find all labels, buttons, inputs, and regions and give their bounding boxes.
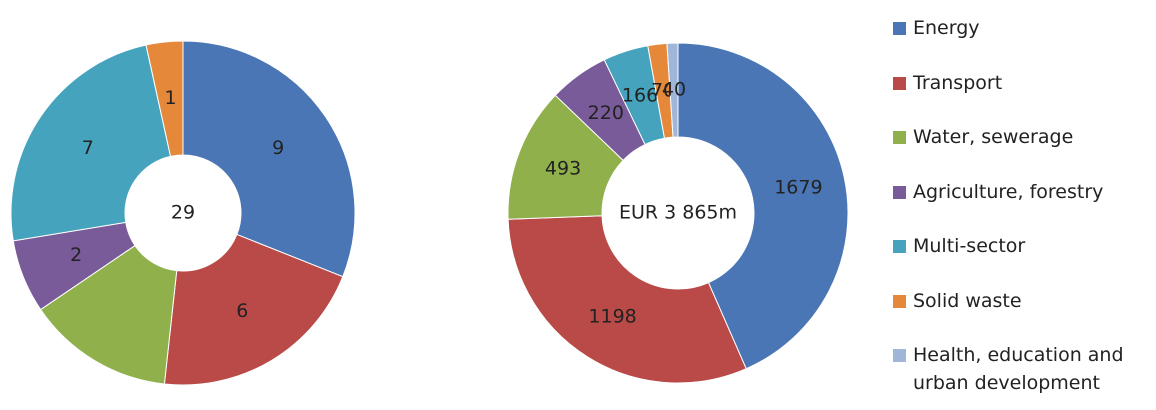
legend-label: Water, sewerage [913, 126, 1074, 148]
legend-swatch [893, 349, 906, 362]
data-label: 2 [70, 244, 82, 266]
legend-label: Energy [913, 17, 980, 39]
legend-label: Multi-sector [913, 235, 1026, 257]
legend-item: Health, education and urban development [893, 341, 1153, 396]
legend-swatch [893, 294, 906, 308]
donut-segment [10, 44, 172, 242]
legend-item: Water, sewerage [893, 123, 1153, 178]
donut-segment [145, 40, 184, 157]
data-label: 220 [588, 102, 624, 124]
data-label: 7 [82, 137, 94, 159]
legend-item: Solid waste [893, 287, 1153, 342]
data-label: 9 [272, 137, 284, 159]
legend-swatch [893, 240, 906, 253]
data-label: 1198 [588, 306, 636, 328]
legend-label: Transport [913, 71, 1003, 94]
legend-swatch [893, 76, 906, 90]
donut-segment [163, 233, 344, 386]
data-label: 70 [651, 79, 675, 101]
data-label: 493 [545, 158, 581, 180]
legend-item: Multi-sector [893, 232, 1153, 287]
data-label: 166 [622, 85, 658, 107]
legend-item: Agriculture, forestry [893, 178, 1153, 233]
legend-swatch [893, 22, 906, 35]
donut-segment [666, 42, 679, 138]
legend-swatch [893, 131, 906, 144]
legend-label: Health, education and urban development [913, 344, 1124, 394]
legend-item: Transport [893, 69, 1153, 124]
donut-segment [677, 42, 849, 370]
donut-segment [39, 244, 178, 385]
center-label: EUR 3 865m [619, 202, 737, 224]
donut-segment [507, 215, 747, 384]
donut-segment [182, 40, 356, 278]
legend-item: Energy [893, 14, 1153, 69]
data-label: 40 [662, 79, 686, 101]
center-label: 29 [171, 202, 195, 224]
legend-label: Agriculture, forestry [913, 180, 1104, 203]
legend-label: Solid waste [913, 289, 1022, 312]
legend: Energy Transport Water, sewerage Agricultur… [893, 14, 1153, 396]
data-label: 6 [236, 300, 248, 322]
legend-swatch [893, 185, 906, 199]
data-label: 1679 [774, 176, 822, 198]
data-label: 1 [165, 87, 177, 109]
